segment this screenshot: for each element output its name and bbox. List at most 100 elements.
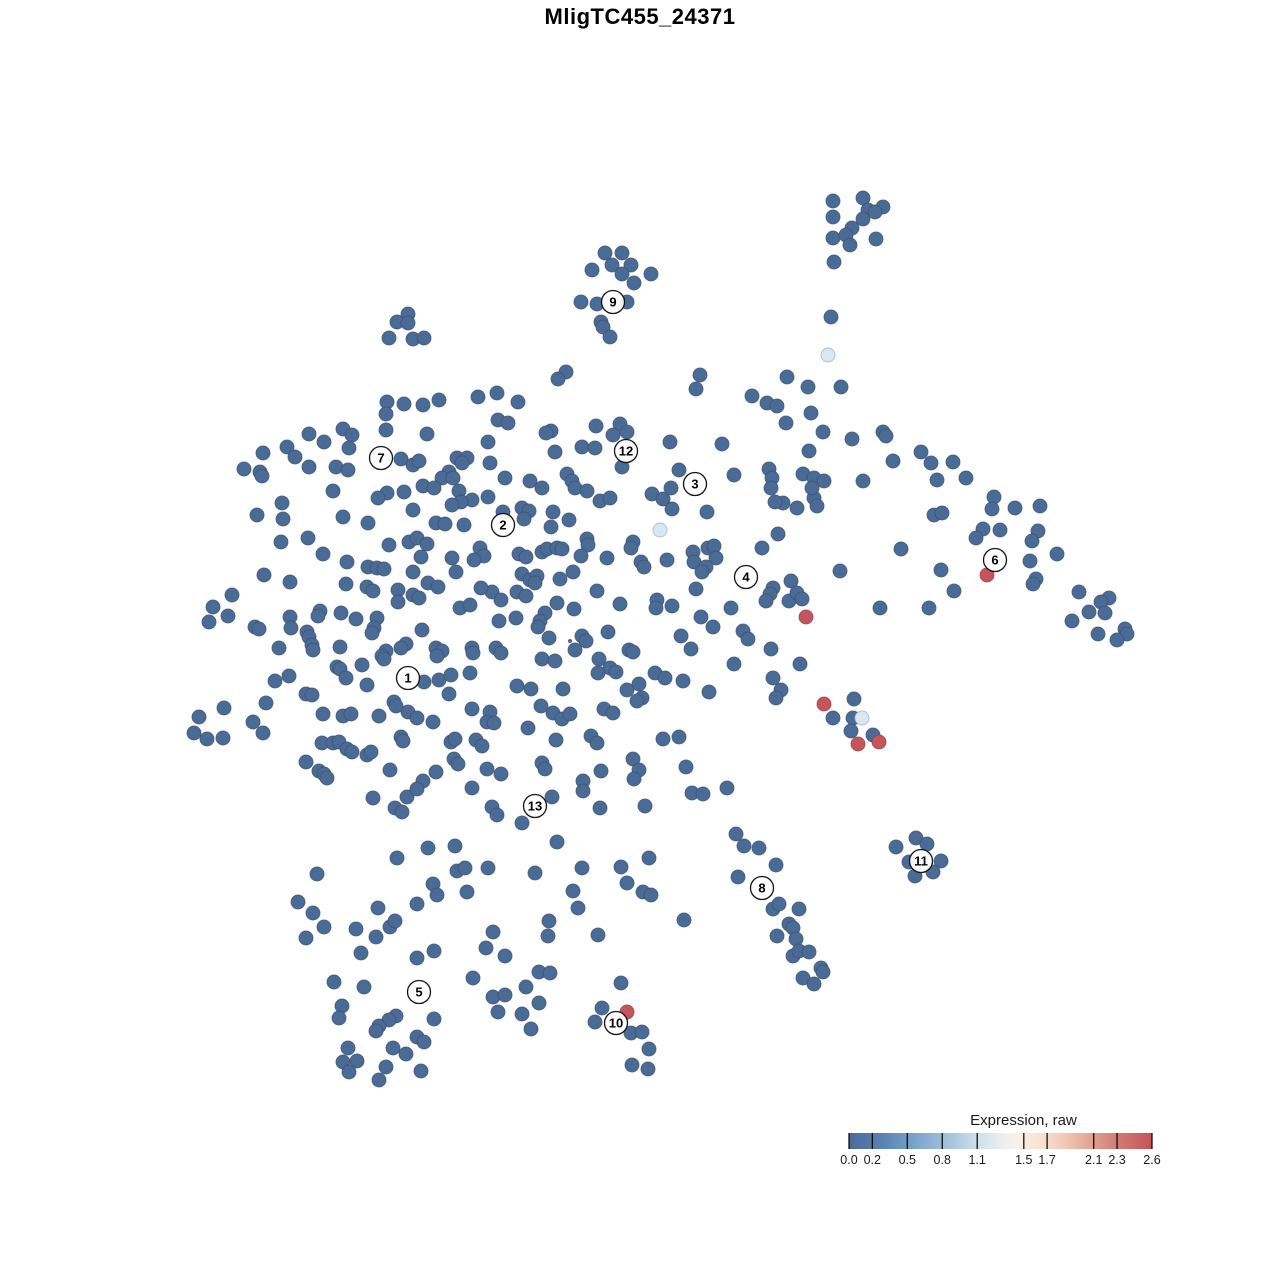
data-point [298, 930, 314, 946]
cluster-label-number: 1 [404, 671, 411, 686]
data-point [394, 804, 410, 820]
data-point [304, 687, 320, 703]
data-point [791, 901, 807, 917]
data-point [447, 731, 463, 747]
data-point [370, 900, 386, 916]
data-point [332, 639, 348, 655]
data-point [305, 905, 321, 921]
data-point [984, 501, 1000, 517]
data-point [470, 389, 486, 405]
data-point [547, 444, 563, 460]
data-point [428, 764, 444, 780]
data-point [518, 549, 534, 565]
data-point [500, 415, 516, 431]
data-point [514, 815, 530, 831]
data-point [605, 427, 621, 443]
data-point [555, 681, 571, 697]
data-point [726, 656, 742, 672]
cluster-label-circle [613, 438, 639, 464]
data-point [493, 592, 509, 608]
data-point [444, 497, 460, 513]
data-point [541, 913, 557, 929]
data-point [608, 664, 624, 680]
data-point [409, 950, 425, 966]
data-point [389, 850, 405, 866]
data-point [701, 684, 717, 700]
data-point [387, 913, 403, 929]
data-point [331, 1010, 347, 1026]
data-point [310, 608, 326, 624]
data-point [763, 641, 779, 657]
data-point [254, 468, 270, 484]
data-point [497, 470, 513, 486]
data-point [326, 974, 342, 990]
data-point [855, 211, 871, 227]
data-point [480, 860, 496, 876]
data-point [588, 418, 604, 434]
data-point [411, 453, 427, 469]
cluster-label-number: 7 [377, 451, 384, 466]
data-point [855, 473, 871, 489]
data-point [287, 449, 303, 465]
data-point [1081, 604, 1097, 620]
data-point [409, 781, 425, 797]
cluster-label-circle [682, 471, 708, 497]
data-point [578, 633, 594, 649]
data-point [730, 869, 746, 885]
data-point [1090, 626, 1106, 642]
data-point-high-expression [816, 696, 832, 712]
data-point [567, 642, 583, 658]
data-point [612, 596, 628, 612]
data-point [602, 329, 618, 345]
data-point [624, 1057, 640, 1073]
data-point [509, 678, 525, 694]
data-point [561, 512, 577, 528]
data-point [648, 600, 664, 616]
data-point [823, 309, 839, 325]
data-point [444, 550, 460, 566]
data-point [614, 266, 630, 282]
data-point [767, 494, 783, 510]
data-point [769, 398, 785, 414]
data-point [592, 800, 608, 816]
data-point [719, 780, 735, 796]
data-point [692, 367, 708, 383]
data-point [1049, 546, 1065, 562]
cluster-label-circle [600, 289, 626, 315]
data-point [878, 428, 894, 444]
cluster-label-circle [522, 793, 548, 819]
data-point [765, 670, 781, 686]
data-point [846, 691, 862, 707]
data-point [493, 645, 509, 661]
data-point [655, 731, 671, 747]
data-point [641, 850, 657, 866]
data-point [575, 783, 591, 799]
data-point [868, 231, 884, 247]
data-point [803, 405, 819, 421]
data-point [339, 554, 355, 570]
data-point [199, 731, 215, 747]
data-point [636, 559, 652, 575]
data-point [290, 894, 306, 910]
legend-tick-label: 2.3 [1108, 1153, 1125, 1167]
data-point [385, 1040, 401, 1056]
data-point [626, 771, 642, 787]
data-point-high-expression [798, 609, 814, 625]
data-point [426, 943, 442, 959]
cluster-label-circle [603, 1010, 629, 1036]
data-point [804, 480, 820, 496]
data-point [378, 422, 394, 438]
data-point [605, 705, 621, 721]
data-point [597, 245, 613, 261]
data-point [353, 945, 369, 961]
legend-gradient-bar [849, 1133, 1152, 1149]
data-point [708, 550, 724, 566]
legend-tick-label: 2.1 [1085, 1153, 1102, 1167]
data-point [565, 883, 581, 899]
data-point [587, 440, 603, 456]
legend-tick-label: 0.8 [934, 1153, 951, 1167]
data-point [419, 426, 435, 442]
data-point [396, 396, 412, 412]
data-point [371, 1072, 387, 1088]
